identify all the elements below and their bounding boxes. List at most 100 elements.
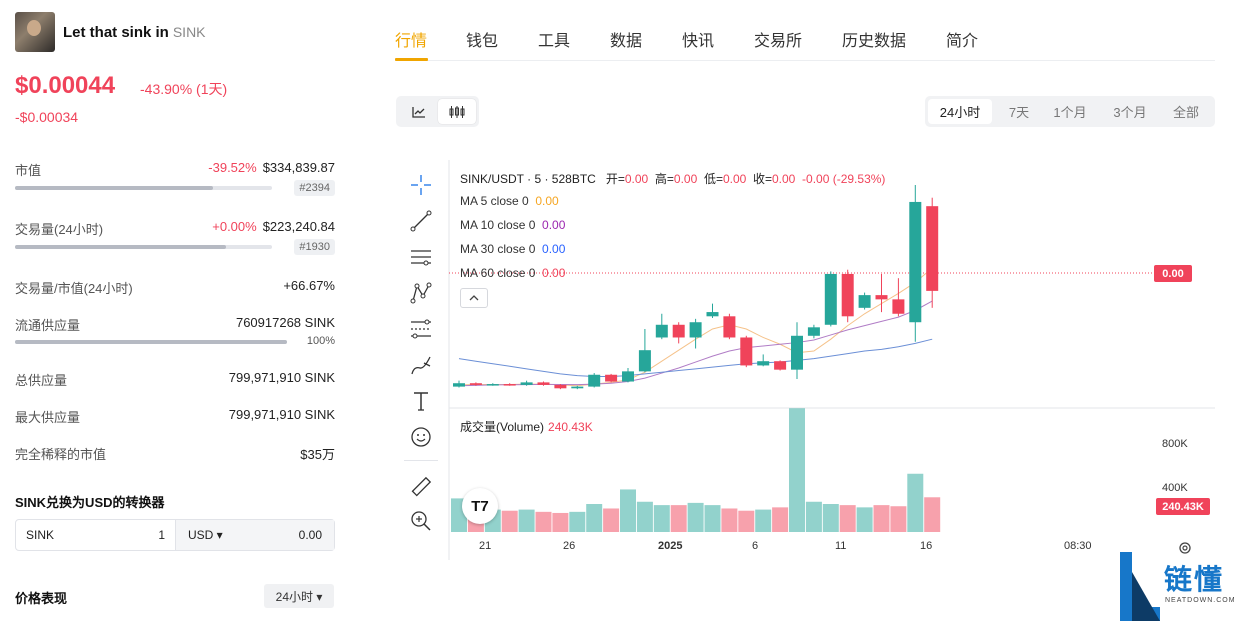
- candle-body: [605, 374, 618, 382]
- candle-chart-button[interactable]: [438, 99, 476, 124]
- chart-view-toggle: [396, 96, 479, 127]
- converter-currency-select[interactable]: USD ▾: [188, 528, 223, 542]
- candle-body: [638, 350, 651, 372]
- pattern-icon: [410, 282, 432, 304]
- range-3m[interactable]: 3个月: [1113, 105, 1147, 120]
- volume-bar: [15, 245, 272, 249]
- volume-row: 交易量(24小时) +0.00% $223,240.84 #1930: [15, 219, 335, 259]
- crosshair-tool[interactable]: [408, 172, 434, 198]
- performance-title: 价格表现: [15, 591, 68, 606]
- volume-bar: [805, 501, 822, 532]
- candle-body: [571, 386, 584, 389]
- candle-body: [655, 324, 668, 338]
- price-change-pct: -43.90% (1天): [140, 81, 228, 97]
- settings-icon[interactable]: [1178, 541, 1192, 555]
- candle-body: [909, 201, 922, 323]
- candle-body: [554, 384, 567, 389]
- volume-bar: [569, 511, 586, 532]
- coin-info-panel: Let that sink in SINK $0.00044 -43.90% (…: [0, 0, 350, 621]
- active-tab-indicator: [395, 58, 428, 61]
- candle-body: [875, 295, 888, 300]
- volume-bar: [586, 504, 603, 532]
- performance-range-select[interactable]: 24小时 ▾: [264, 584, 334, 608]
- range-24h[interactable]: 24小时: [928, 99, 992, 124]
- volume-bar: [552, 512, 569, 532]
- volume-bar: [789, 408, 805, 532]
- candle-body: [689, 322, 702, 338]
- ma30-line: [458, 338, 933, 377]
- volume-bar: [772, 507, 789, 532]
- tab-intro[interactable]: 简介: [946, 33, 979, 50]
- candle-body: [503, 384, 516, 386]
- watermark-cn: 链懂: [1164, 564, 1225, 595]
- line-chart-button[interactable]: [400, 99, 438, 124]
- last-price-tag: 0.00: [1154, 265, 1192, 282]
- max-supply-row: 最大供应量 799,971,910 SINK: [15, 407, 335, 427]
- converter-from-amount[interactable]: 1: [158, 528, 165, 542]
- volume-bar: [603, 508, 620, 532]
- candle-body: [807, 327, 820, 336]
- converter-from-field[interactable]: SINK 1: [16, 520, 176, 550]
- ma30-label: MA 30 close 0: [460, 242, 536, 256]
- drawing-toolbar: [400, 160, 442, 550]
- max-supply-label: 最大供应量: [15, 410, 81, 425]
- emoji-tool[interactable]: [408, 424, 434, 450]
- volume-bars: [451, 408, 941, 532]
- price-chart: SINK/USDT · 5 · 528BTC 开=0.00 高=0.00 低=0…: [400, 160, 1215, 560]
- total-supply-row: 总供应量 799,971,910 SINK: [15, 370, 335, 390]
- candle-body: [537, 382, 550, 385]
- brush-icon: [411, 356, 431, 375]
- ma5-label: MA 5 close 0: [460, 194, 529, 208]
- pattern-tool[interactable]: [408, 280, 434, 306]
- legend-collapse-button[interactable]: [460, 288, 488, 308]
- brush-tool[interactable]: [408, 352, 434, 378]
- low-value: 0.00: [722, 172, 747, 186]
- candlestick-chart[interactable]: [400, 160, 1215, 560]
- ruler-tool[interactable]: [408, 474, 434, 500]
- tab-wallet[interactable]: 钱包: [466, 33, 499, 50]
- volume-bar: [755, 509, 772, 532]
- volume-bar: [873, 505, 890, 532]
- vol-mcap-value: +66.67%: [283, 278, 335, 293]
- total-supply-value: 799,971,910 SINK: [228, 370, 335, 385]
- tab-market[interactable]: 行情: [395, 33, 428, 50]
- x-tick-11: 11: [835, 540, 847, 552]
- tab-news[interactable]: 快讯: [682, 33, 715, 50]
- circulating-pct: 100%: [306, 335, 335, 347]
- high-label: 高=: [654, 172, 674, 186]
- range-all[interactable]: 全部: [1172, 105, 1199, 120]
- volume-bar: [924, 497, 941, 532]
- ma30-value: 0.00: [542, 242, 566, 256]
- close-value: 0.00: [772, 172, 796, 186]
- change-value: -0.00 (-29.53%): [802, 172, 886, 186]
- tab-history[interactable]: 历史数据: [842, 33, 907, 50]
- fib-tool[interactable]: [408, 316, 434, 342]
- candle-body: [892, 299, 905, 314]
- tab-data[interactable]: 数据: [610, 33, 643, 50]
- line-chart-icon: [412, 106, 425, 118]
- converter: SINK 1 USD ▾ 0.00: [15, 519, 335, 551]
- tab-tools[interactable]: 工具: [538, 33, 571, 50]
- candle-body: [824, 273, 837, 325]
- candle-body: [453, 383, 465, 387]
- text-icon: [414, 392, 428, 411]
- text-tool[interactable]: [408, 388, 434, 414]
- candles: [453, 185, 939, 390]
- zoom-tool[interactable]: [408, 508, 434, 534]
- fdv-row: 完全稀释的市值 $35万: [15, 444, 335, 464]
- range-7d[interactable]: 7天: [1008, 105, 1030, 120]
- converter-to-field[interactable]: USD ▾ 0.00: [176, 520, 334, 550]
- tab-exchanges[interactable]: 交易所: [754, 33, 803, 50]
- volume-bar: [907, 473, 924, 532]
- vol-mcap-row: 交易量/市值(24小时) +66.67%: [15, 278, 335, 298]
- trendline-tool[interactable]: [408, 208, 434, 234]
- range-1m[interactable]: 1个月: [1053, 105, 1087, 120]
- ma60-label: MA 60 close 0: [460, 266, 536, 280]
- horizontal-lines-tool[interactable]: [408, 244, 434, 270]
- converter-to-amount: 0.00: [298, 528, 322, 542]
- volume-bar: [687, 502, 704, 532]
- close-label: 收=: [752, 172, 772, 186]
- ma10-label: MA 10 close 0: [460, 218, 536, 232]
- tradingview-logo[interactable]: T7: [462, 488, 498, 524]
- neatdown-watermark: 链懂 NEATDOWN.COM: [1118, 552, 1234, 621]
